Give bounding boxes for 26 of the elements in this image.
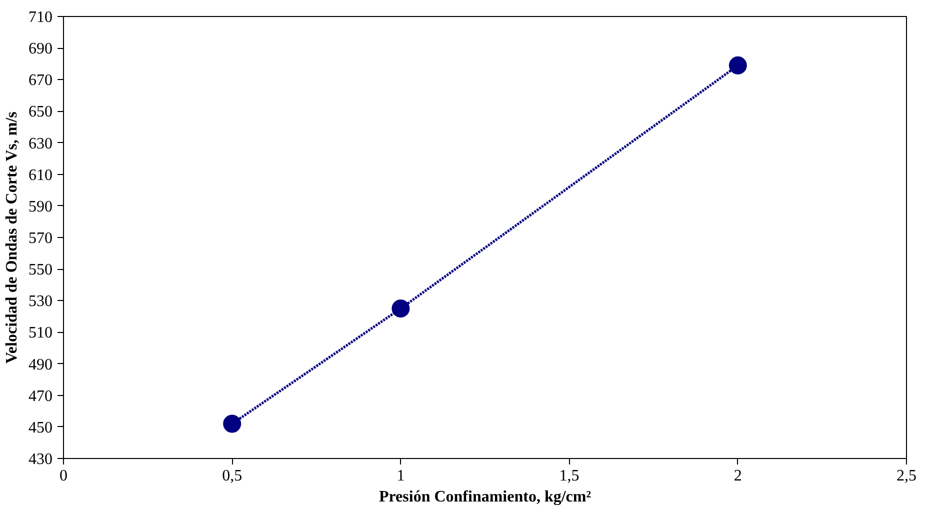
y-tick-label: 650: [28, 104, 52, 121]
y-tick-label: 610: [28, 166, 52, 184]
y-tick-label: 570: [28, 230, 52, 247]
y-tick-label: 710: [28, 9, 52, 26]
x-tick-label: 2,5: [896, 468, 916, 484]
y-tick-label: 430: [28, 451, 52, 468]
point: [223, 414, 242, 433]
y-tick-label: 510: [28, 324, 52, 342]
y-tick-label: 630: [28, 135, 52, 152]
x-tick-label: 0,5: [222, 468, 242, 484]
point: [392, 300, 410, 318]
y-tick-label: 590: [28, 198, 52, 216]
y-tick-label: 550: [28, 262, 52, 279]
y-tick-label: 530: [28, 293, 52, 310]
point: [728, 56, 747, 74]
y-tick-label: 670: [28, 72, 52, 90]
y-axis-title: Velocidad de Ondas de Corte Vs, m/s: [4, 112, 20, 364]
x-tick-label: 2: [734, 468, 742, 484]
y-tick-label: 690: [28, 40, 52, 58]
x-tick-label: 1,5: [559, 468, 580, 484]
y-tick-label: 490: [28, 356, 52, 374]
x-tick-label: 0: [60, 468, 68, 484]
y-tick-label: 450: [28, 419, 52, 436]
x-axis-title: Presión Confinamiento, kg/cm²: [378, 488, 592, 506]
x-tick-label: 1: [396, 468, 405, 484]
y-tick-label: 470: [28, 388, 52, 405]
